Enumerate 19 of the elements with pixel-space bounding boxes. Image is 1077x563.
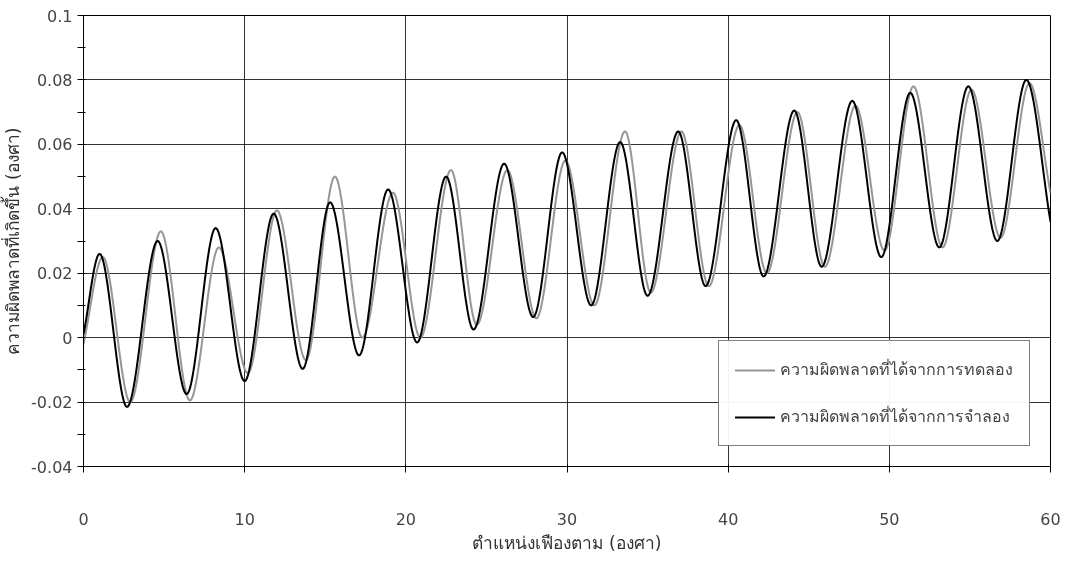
x-tick-label: 20: [395, 509, 417, 529]
y-tick-label: 0.02: [36, 264, 73, 284]
x-tick-label: 60: [1040, 509, 1061, 529]
x-tick-label: 0: [78, 509, 89, 529]
x-tick-label: 50: [879, 509, 900, 529]
y-tick-label: 0.06: [36, 135, 73, 155]
y-tick-label: 0.1: [47, 6, 73, 26]
legend-label: ความผิดพลาดที่ได้จากการทดลอง: [780, 358, 1013, 381]
x-tick-label: 10: [234, 509, 255, 529]
x-tick-label: 40: [717, 509, 739, 529]
y-tick-label: 0.04: [36, 199, 73, 219]
y-axis-title: ความผิดพลาดที่เกิดขึ้น (องศา): [0, 127, 24, 355]
y-tick-label: -0.02: [31, 393, 73, 413]
x-axis-title: ตำแหน่งเฟืองตาม (องศา): [472, 532, 662, 553]
legend-label: ความผิดพลาดที่ได้จากการจำลอง: [780, 405, 1010, 428]
y-tick-label: -0.04: [31, 457, 73, 477]
y-tick-label: 0: [62, 328, 73, 348]
y-tick-label: 0.08: [36, 70, 73, 90]
x-tick-label: 30: [556, 509, 578, 529]
